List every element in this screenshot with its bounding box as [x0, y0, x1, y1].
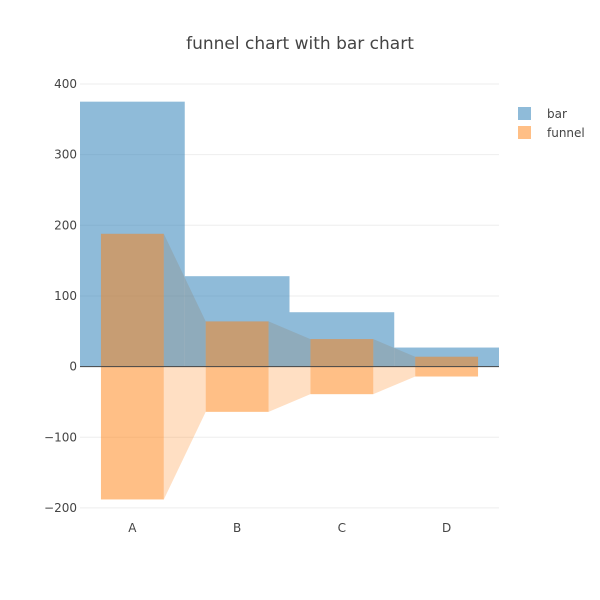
y-tick-label: 400	[54, 77, 77, 91]
legend: bar funnel	[518, 104, 585, 142]
legend-item-bar[interactable]: bar	[518, 104, 585, 123]
x-tick-label: A	[128, 521, 137, 535]
legend-label-bar: bar	[547, 107, 567, 121]
y-tick-label: 300	[54, 148, 77, 162]
legend-label-funnel: funnel	[547, 126, 585, 140]
y-tick-label: −100	[44, 430, 77, 444]
x-tick-label: B	[233, 521, 241, 535]
x-tick-label: C	[338, 521, 346, 535]
legend-item-funnel[interactable]: funnel	[518, 123, 585, 142]
legend-swatch-funnel	[518, 126, 531, 139]
legend-swatch-bar	[518, 107, 531, 120]
x-tick-label: D	[442, 521, 451, 535]
y-tick-label: 0	[69, 360, 77, 374]
y-tick-label: 200	[54, 218, 77, 232]
y-tick-label: 100	[54, 289, 77, 303]
y-tick-label: −200	[44, 501, 77, 515]
